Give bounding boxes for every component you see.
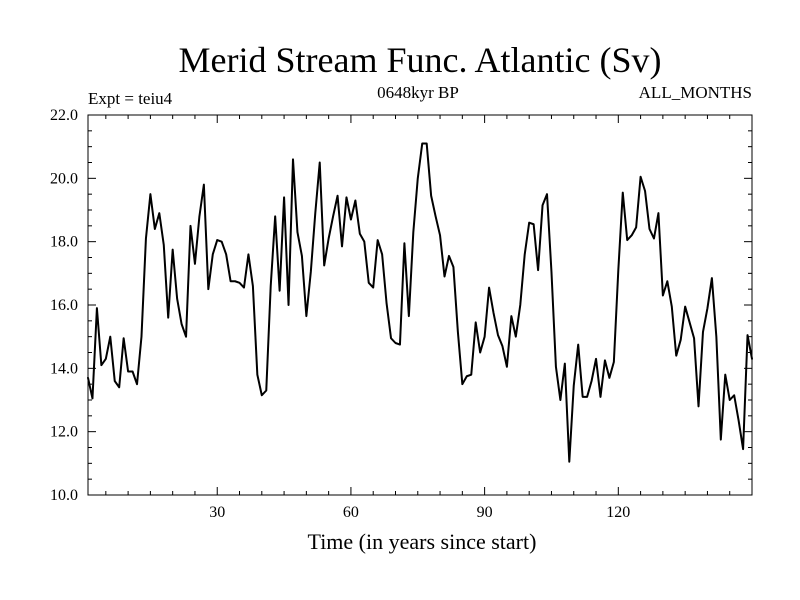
period-label: 0648kyr BP <box>377 83 459 102</box>
y-tick-label: 16.0 <box>50 297 78 314</box>
ticks-layer <box>88 114 753 496</box>
y-tick-label: 20.0 <box>50 170 78 187</box>
months-label: ALL_MONTHS <box>639 83 752 102</box>
x-tick-label: 90 <box>477 504 493 521</box>
plot-frame <box>87 114 753 496</box>
series-line <box>87 142 753 463</box>
tick-labels-layer: 30 60 90 120 10.0 12.0 14.0 16.0 18.0 20.0 22.0 <box>50 107 630 521</box>
y-tick-label: 10.0 <box>50 487 78 504</box>
y-tick-label: 22.0 <box>50 107 78 124</box>
y-tick-label: 12.0 <box>50 424 78 441</box>
x-axis-label: Time (in years since start) <box>308 529 537 554</box>
experiment-label: Expt = teiu4 <box>88 89 173 108</box>
y-tick-label: 14.0 <box>50 360 78 377</box>
x-tick-label: 120 <box>606 504 630 521</box>
x-tick-label: 30 <box>209 504 225 521</box>
x-tick-label: 60 <box>343 504 359 521</box>
chart-title: Merid Stream Func. Atlantic (Sv) <box>179 40 662 80</box>
y-tick-label: 18.0 <box>50 234 78 251</box>
